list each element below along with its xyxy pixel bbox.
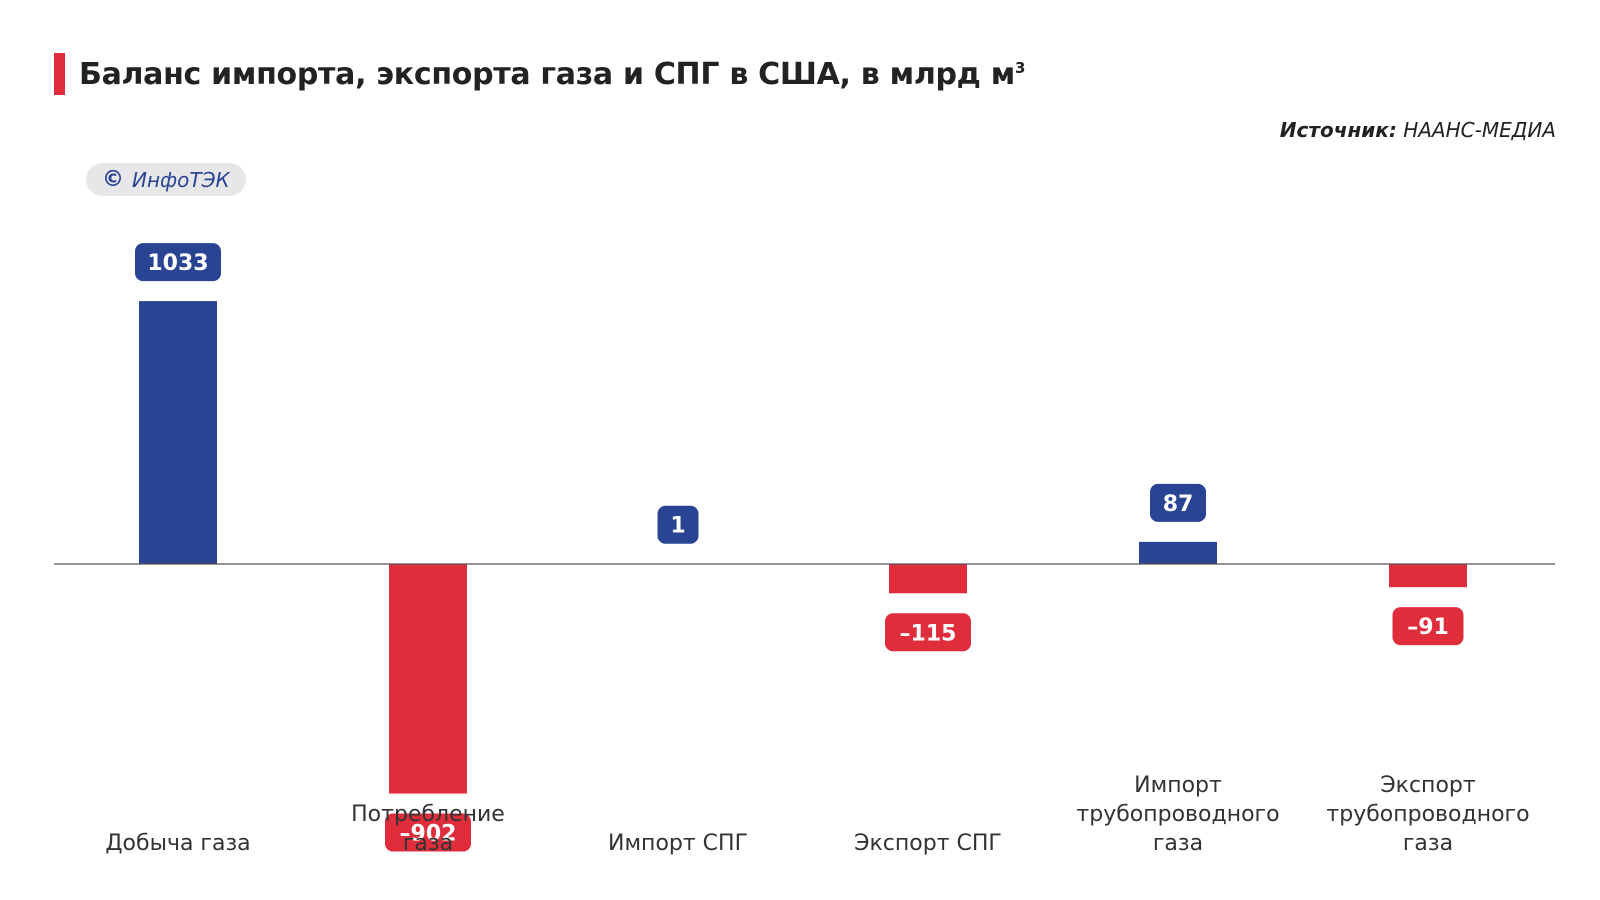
title-accent-bar [54, 53, 65, 95]
category-label-3-line-1: Импорт СПГ [608, 831, 748, 856]
value-label-bg-1 [135, 243, 221, 282]
category-label-2: Потребление газа [351, 802, 505, 856]
value-label-bg-3 [657, 505, 699, 544]
value-label-bg-4 [885, 613, 971, 652]
chart-title-superscript: 3 [1014, 58, 1026, 77]
category-label-2-line-2: газа [403, 831, 453, 856]
category-label-6-line-2: трубопроводного [1326, 802, 1529, 827]
value-label-bg-2 [385, 813, 471, 852]
value-label-6: –91 [1392, 607, 1464, 646]
copyright-icon: © [102, 167, 124, 192]
source-note: Источник: НААНС-МЕДИА [1280, 118, 1556, 142]
category-label-5-line-3: газа [1153, 831, 1203, 856]
source-value: НААНС-МЕДИА [1403, 118, 1556, 142]
value-label-5: 87 [1150, 483, 1206, 522]
category-label-4-line-1: Экспорт СПГ [854, 831, 1002, 856]
brand-name: ИнфоТЭК [132, 167, 230, 192]
category-label-4: Экспорт СПГ [854, 831, 1002, 856]
value-label-text-5: 87 [1163, 492, 1194, 517]
value-label-text-3: 1 [670, 514, 685, 539]
category-label-6-line-1: Экспорт [1380, 773, 1476, 798]
category-label-2-line-1: Потребление [351, 802, 505, 827]
chart-title-block: Баланс импорта, экспорта газа и СПГ в СШ… [54, 52, 1025, 96]
category-label-5-line-2: трубопроводного [1076, 802, 1279, 827]
category-label-3: Импорт СПГ [608, 831, 748, 856]
value-label-bg-6 [1392, 607, 1464, 646]
bar-5 [1139, 541, 1217, 564]
category-label-1-line-1: Добыча газа [105, 831, 250, 856]
bar-6 [1389, 564, 1467, 588]
chart-title: Баланс импорта, экспорта газа и СПГ в СШ… [79, 57, 1025, 92]
category-label-6-line-3: газа [1403, 831, 1453, 856]
value-label-2: –902 [385, 813, 471, 852]
bar-2 [389, 564, 467, 794]
category-label-1: Добыча газа [105, 831, 250, 856]
value-label-4: –115 [885, 613, 971, 652]
value-label-text-1: 1033 [147, 251, 208, 276]
category-label-6: Экспорт трубопроводного газа [1326, 773, 1529, 856]
value-label-1: 1033 [135, 243, 221, 282]
value-label-bg-5 [1150, 483, 1206, 522]
value-label-text-2: –902 [400, 822, 457, 847]
bar-1 [139, 301, 217, 564]
value-label-text-4: –115 [900, 621, 957, 646]
value-label-3: 1 [657, 505, 699, 544]
category-label-5-line-1: Импорт [1134, 773, 1222, 798]
source-label: Источник: [1279, 118, 1397, 142]
brand-badge: © ИнфоТЭК [86, 163, 246, 196]
chart-title-text: Баланс импорта, экспорта газа и СПГ в СШ… [79, 56, 1015, 92]
category-label-5: Импорт трубопроводного газа [1076, 773, 1279, 856]
bar-4 [889, 564, 967, 594]
value-label-text-6: –91 [1407, 615, 1449, 640]
